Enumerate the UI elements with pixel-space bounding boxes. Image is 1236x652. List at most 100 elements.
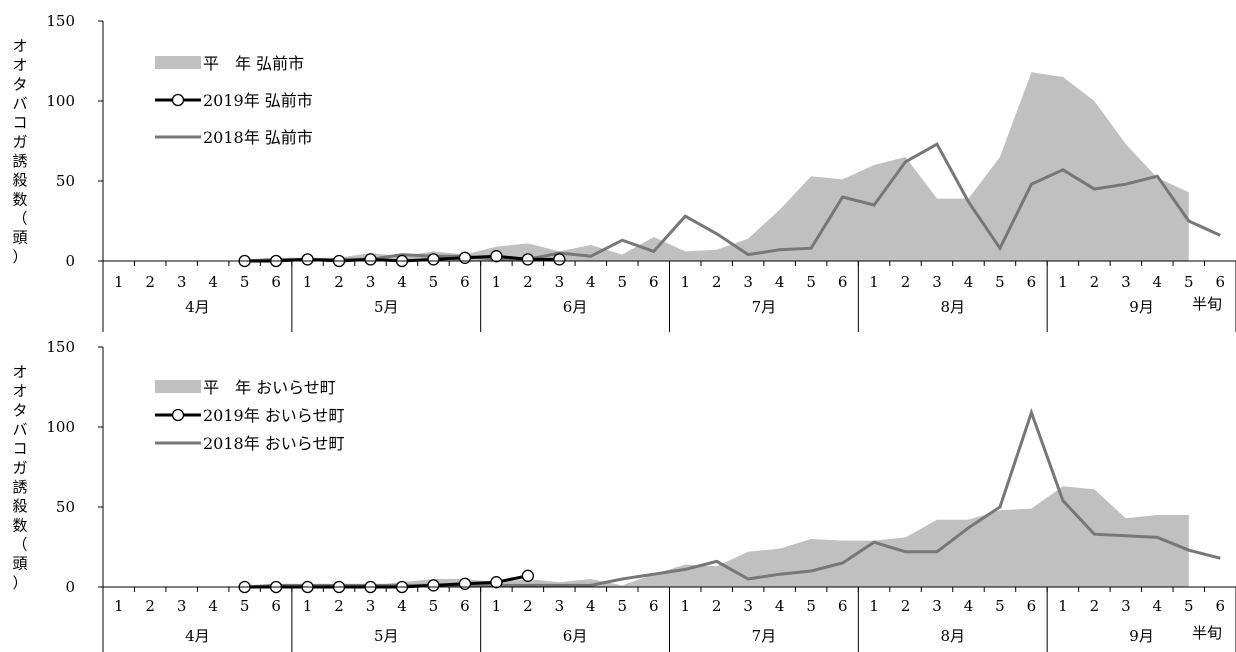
point-2019: [364, 253, 377, 266]
legend-label-normal: 平 年 弘前市: [203, 54, 304, 73]
x-tick-label: 3: [555, 597, 565, 615]
x-tick-label: 4: [397, 597, 407, 615]
x-tick-label: 3: [177, 273, 187, 291]
x-tick-label: 2: [1090, 273, 1100, 291]
x-tick-label: 5: [1184, 597, 1194, 615]
month-label: 6月: [563, 298, 588, 316]
x-tick-label: 3: [366, 597, 376, 615]
x-tick-label: 6: [1027, 273, 1037, 291]
x-tick-label: 1: [492, 273, 502, 291]
x-tick-label: 4: [775, 597, 785, 615]
y-tick-label: 100: [46, 418, 75, 436]
x-tick-label: 5: [1184, 273, 1194, 291]
x-tick-label: 6: [838, 273, 848, 291]
x-tick-label: 3: [555, 273, 565, 291]
x-tick-label: 6: [271, 597, 281, 615]
month-label: 7月: [752, 298, 777, 316]
y-tick-label: 0: [65, 252, 75, 270]
x-tick-label: 6: [271, 273, 281, 291]
point-2019: [521, 253, 535, 266]
x-tick-label: 6: [1215, 273, 1225, 291]
point-2019: [427, 253, 440, 266]
x-tick-label: 6: [649, 597, 659, 615]
month-label: 7月: [752, 627, 777, 645]
x-tick-label: 3: [1121, 597, 1131, 615]
x-tick-label: 3: [743, 597, 753, 615]
x-tick-label: 6: [649, 273, 659, 291]
x-tick-label: 2: [901, 273, 911, 291]
x-tick-label: 1: [869, 597, 879, 615]
area-normal-year: [244, 72, 1189, 261]
y-axis-label: オオタバコガ誘殺数（頭）: [12, 363, 27, 592]
x-tick-label: 5: [806, 597, 816, 615]
x-tick-label: 1: [303, 597, 313, 615]
x-tick-label: 5: [240, 273, 250, 291]
x-tick-label: 4: [1153, 273, 1163, 291]
legend-label-2019: 2019年 おいらせ町: [203, 406, 345, 425]
x-tick-label: 1: [869, 273, 879, 291]
x-tick-label: 3: [177, 597, 187, 615]
month-label: 8月: [940, 298, 965, 316]
x-tick-label: 6: [460, 273, 470, 291]
x-tick-label: 4: [397, 273, 407, 291]
month-label: 9月: [1129, 627, 1154, 645]
x-tick-label: 5: [806, 273, 816, 291]
x-tick-label: 1: [492, 597, 502, 615]
x-unit-label: 半旬: [1192, 295, 1222, 313]
area-normal-year: [244, 486, 1189, 587]
point-2019: [458, 577, 472, 590]
legend-swatch-normal: [155, 380, 201, 393]
x-tick-label: 2: [712, 597, 722, 615]
x-tick-label: 2: [901, 597, 911, 615]
x-tick-label: 4: [208, 597, 218, 615]
x-tick-label: 3: [932, 597, 942, 615]
x-tick-label: 1: [114, 273, 124, 291]
legend-label-normal: 平 年 おいらせ町: [203, 378, 336, 397]
x-unit-label: 半旬: [1192, 624, 1222, 642]
x-tick-label: 1: [680, 597, 690, 615]
y-tick-label: 0: [65, 578, 75, 596]
x-tick-label: 3: [1121, 273, 1131, 291]
x-tick-label: 4: [586, 597, 596, 615]
legend-label-2018: 2018年 おいらせ町: [203, 434, 345, 453]
line-2018: [244, 142, 1221, 263]
x-tick-label: 2: [712, 273, 722, 291]
x-tick-label: 3: [932, 273, 942, 291]
x-tick-label: 5: [429, 597, 439, 615]
point-2019: [301, 253, 314, 266]
legend-marker-2019: [171, 93, 185, 107]
legend-label-2019: 2019年 弘前市: [203, 91, 313, 110]
legend-label-2018: 2018年 弘前市: [203, 128, 313, 147]
point-2019: [521, 569, 535, 582]
x-tick-label: 4: [775, 273, 785, 291]
point-2019: [458, 251, 472, 264]
x-tick-label: 6: [1027, 597, 1037, 615]
x-tick-label: 6: [460, 597, 470, 615]
x-tick-label: 2: [145, 273, 155, 291]
x-tick-label: 3: [366, 273, 376, 291]
month-label: 8月: [940, 627, 965, 645]
x-tick-label: 4: [1153, 597, 1163, 615]
x-tick-label: 6: [1215, 597, 1225, 615]
legend-swatch-normal: [155, 56, 201, 69]
x-tick-label: 2: [1090, 597, 1100, 615]
point-2019: [490, 576, 503, 589]
x-tick-label: 2: [334, 273, 344, 291]
x-tick-label: 2: [145, 597, 155, 615]
y-axis-label: オオタバコガ誘殺数（頭）: [12, 37, 27, 266]
x-tick-label: 5: [618, 273, 628, 291]
x-tick-label: 2: [523, 597, 533, 615]
chart-panel-2: 0 50 100 150 1 2 3 4 5 6 1 2 3 4 5 6 1 2 3 4 5 6 1 2 3 4 5 6 1 2 3 4 5 6 1…: [12, 338, 1236, 652]
month-label: 5月: [374, 627, 399, 645]
x-tick-label: 6: [838, 597, 848, 615]
y-tick-label: 150: [46, 338, 75, 356]
x-tick-label: 5: [429, 273, 439, 291]
point-2019: [490, 250, 503, 263]
legend-marker-2019: [171, 408, 185, 422]
x-tick-label: 4: [964, 597, 974, 615]
y-tick-label: 150: [46, 12, 75, 30]
x-tick-label: 1: [1058, 597, 1068, 615]
y-tick-label: 50: [56, 498, 75, 516]
month-label: 4月: [185, 298, 210, 316]
